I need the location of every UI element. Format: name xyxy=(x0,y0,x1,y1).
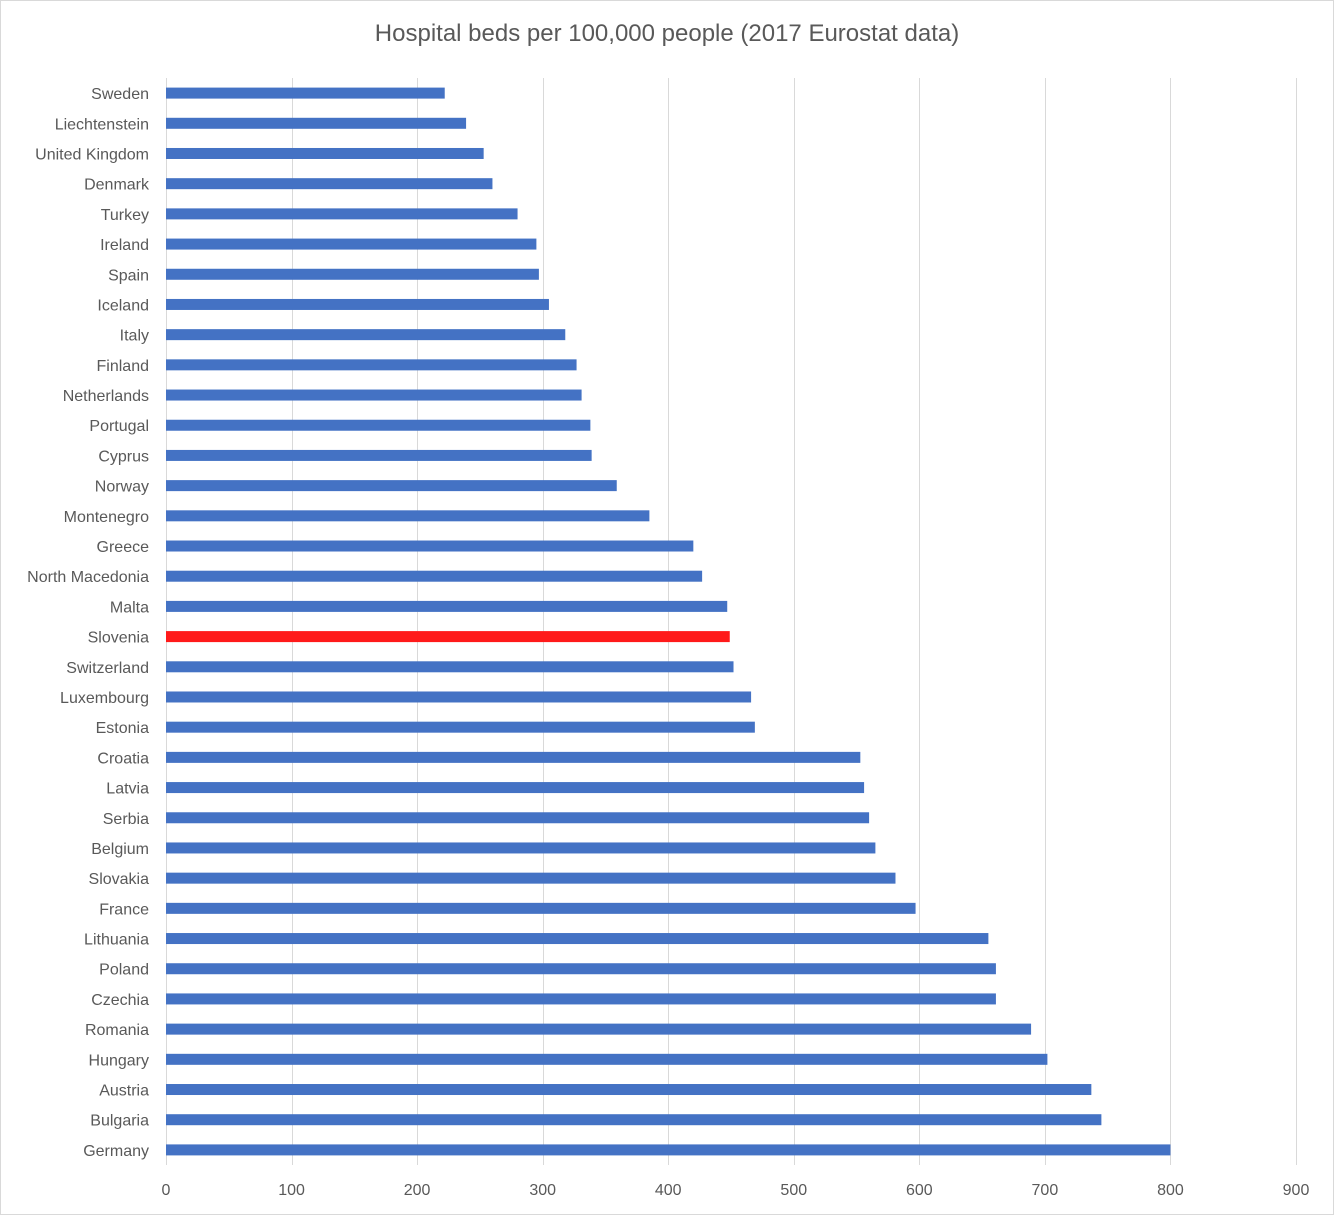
bar-bulgaria xyxy=(166,1114,1102,1126)
bar-serbia xyxy=(166,812,870,824)
category-label: Iceland xyxy=(97,297,149,314)
bar-greece xyxy=(166,540,694,552)
category-label: Hungary xyxy=(89,1052,149,1069)
category-label: United Kingdom xyxy=(35,146,149,163)
category-label: Estonia xyxy=(96,720,149,737)
bar-united-kingdom xyxy=(166,147,484,159)
bar-germany xyxy=(166,1144,1171,1156)
category-label: Norway xyxy=(95,479,149,496)
x-tick-label: 900 xyxy=(1283,1182,1310,1199)
x-tick-labels: 0 100 200 300 400 500 600 700 800 900 xyxy=(162,1182,1310,1199)
category-label: France xyxy=(99,901,149,918)
category-label: Romania xyxy=(85,1022,149,1039)
bar-ireland xyxy=(166,238,537,250)
bar-finland xyxy=(166,359,577,371)
bar-slovenia xyxy=(166,631,730,643)
x-tick-label: 400 xyxy=(655,1182,682,1199)
category-label: North Macedonia xyxy=(27,569,149,586)
x-tick-label: 700 xyxy=(1032,1182,1059,1199)
category-label: Bulgaria xyxy=(90,1113,149,1130)
bar-luxembourg xyxy=(166,691,752,703)
bar-belgium xyxy=(166,842,876,854)
gridlines xyxy=(166,78,1297,1165)
category-label: Malta xyxy=(110,599,149,616)
x-tick-label: 500 xyxy=(780,1182,807,1199)
category-label: Switzerland xyxy=(66,660,149,677)
bar-montenegro xyxy=(166,510,650,522)
bar-croatia xyxy=(166,751,861,763)
category-label: Poland xyxy=(99,962,149,979)
category-label: Lithuania xyxy=(84,932,149,949)
bar-poland xyxy=(166,963,996,975)
bar-denmark xyxy=(166,178,493,190)
category-label: Finland xyxy=(97,358,149,375)
category-label: Portugal xyxy=(89,418,149,435)
category-labels: Sweden Liechtenstein United Kingdom Denmark… xyxy=(27,86,150,1160)
bar-norway xyxy=(166,480,617,492)
bar-czechia xyxy=(166,993,996,1005)
category-label: Sweden xyxy=(91,86,149,103)
x-tick-label: 800 xyxy=(1157,1182,1184,1199)
bar-switzerland xyxy=(166,661,734,673)
category-label: Czechia xyxy=(91,992,149,1009)
category-label: Spain xyxy=(108,267,149,284)
category-label: Cyprus xyxy=(98,448,149,465)
category-label: Serbia xyxy=(103,811,149,828)
chart-title: Hospital beds per 100,000 people (2017 E… xyxy=(374,20,960,47)
bar-latvia xyxy=(166,782,865,794)
category-label: Luxembourg xyxy=(60,690,149,707)
bar-france xyxy=(166,902,916,914)
x-tick-label: 600 xyxy=(906,1182,933,1199)
category-label: Greece xyxy=(97,539,150,556)
x-tick-label: 300 xyxy=(529,1182,556,1199)
category-label: Liechtenstein xyxy=(55,116,149,133)
category-label: Austria xyxy=(99,1083,149,1100)
category-label: Montenegro xyxy=(64,509,149,526)
category-label: Slovakia xyxy=(89,871,150,888)
category-label: Slovenia xyxy=(88,630,149,647)
bar-north-macedonia xyxy=(166,570,703,582)
bars xyxy=(166,87,1171,1156)
bar-cyprus xyxy=(166,449,592,461)
category-label: Germany xyxy=(83,1143,149,1160)
bar-malta xyxy=(166,600,728,612)
bar-romania xyxy=(166,1023,1032,1035)
category-label: Belgium xyxy=(91,841,149,858)
bar-estonia xyxy=(166,721,755,733)
bar-hungary xyxy=(166,1053,1048,1065)
x-tick-label: 100 xyxy=(278,1182,305,1199)
category-label: Italy xyxy=(120,328,149,345)
bar-sweden xyxy=(166,87,445,99)
bar-austria xyxy=(166,1084,1092,1096)
bar-portugal xyxy=(166,419,591,431)
bar-netherlands xyxy=(166,389,582,401)
bar-slovakia xyxy=(166,872,896,884)
bar-liechtenstein xyxy=(166,117,467,129)
bar-italy xyxy=(166,329,566,341)
category-label: Denmark xyxy=(84,177,150,194)
category-label: Ireland xyxy=(100,237,149,254)
x-tick-label: 0 xyxy=(162,1182,171,1199)
category-label: Turkey xyxy=(101,207,149,224)
bar-spain xyxy=(166,268,539,280)
category-label: Latvia xyxy=(106,781,149,798)
category-label: Netherlands xyxy=(63,388,149,405)
bar-turkey xyxy=(166,208,518,220)
x-tick-label: 200 xyxy=(404,1182,431,1199)
category-label: Croatia xyxy=(97,750,149,767)
bar-iceland xyxy=(166,298,549,310)
bar-lithuania xyxy=(166,933,989,945)
